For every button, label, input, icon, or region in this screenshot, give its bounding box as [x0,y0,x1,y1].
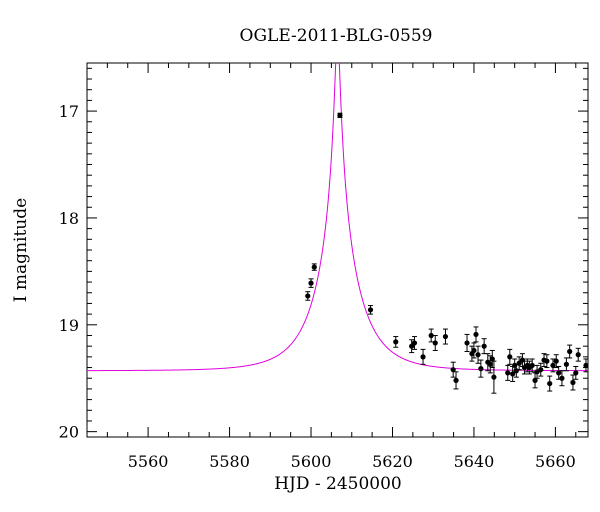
data-point [393,339,399,345]
data-point-group [428,328,434,343]
data-point-group [475,345,481,364]
data-point-group [420,348,426,365]
data-point-group [481,338,487,355]
data-point-group [442,328,449,345]
data-point [583,362,589,369]
data-point-group [308,278,314,288]
data-point-group [563,357,570,372]
data-point [311,264,317,270]
data-point [544,358,550,364]
data-point-group [538,362,544,377]
y-tick-label: 20 [59,423,79,442]
data-point [507,354,513,360]
data-point-group [550,358,556,373]
data-point [428,332,434,339]
x-tick-label: 5640 [454,452,495,471]
data-point [453,377,459,383]
data-point-group [305,291,311,301]
data-point [305,293,311,299]
x-tick-label: 5580 [209,452,250,471]
data-point-group [505,364,511,381]
model-curve [87,63,588,372]
data-point [570,379,576,386]
data-point [471,347,477,354]
data-point-group [453,371,459,390]
data-point [559,375,565,381]
x-axis-label: HJD - 2450000 [274,474,402,494]
data-point [478,366,484,372]
y-axis-label: I magnitude [11,198,31,302]
data-point [550,362,556,369]
data-point [505,370,511,376]
data-point [491,374,497,380]
model-curve-group [87,63,588,372]
data-point [529,362,535,369]
data-point-group [432,334,438,351]
data-point-group [567,344,573,359]
data-point [308,280,314,286]
data-point-group [411,336,418,350]
data-point [547,380,553,387]
data-point [563,361,570,367]
data-point [367,307,374,313]
data-point-group [450,361,456,378]
data-point-group [393,336,399,348]
data-point-group [337,112,343,118]
data-point [481,343,487,349]
data-point [487,361,493,367]
x-tick-label: 5600 [291,452,332,471]
data-point [553,358,559,364]
data-point-group [471,342,477,359]
data-point-group [516,356,522,371]
data-point [489,356,495,362]
data-point-group [544,354,550,369]
data-point-group [529,358,535,373]
data-point [575,352,581,358]
data-point-group [575,347,581,362]
data-point-group [510,365,516,382]
data-point-group [367,305,374,315]
data-point [337,112,343,118]
x-tick-label: 5560 [128,452,169,471]
data-point [432,340,438,346]
data-point-group [570,374,576,391]
data-point-group [583,358,589,373]
axis-ticks: 5560 5580 5600 5620 5640 5660 17 18 19 20 [59,63,588,471]
data-point-group [478,359,484,378]
data-point-group [311,263,317,271]
chart-title: OGLE-2011-BLG-0559 [240,26,433,46]
data-points-group [305,112,589,394]
data-point-group [473,326,479,343]
data-point [473,331,479,338]
data-point-group [559,370,565,387]
data-point-group [573,365,579,380]
y-tick-label: 19 [59,316,79,335]
data-point [567,348,573,355]
data-point [450,367,456,373]
data-point [411,340,418,346]
data-point [532,377,538,383]
data-point-group [553,354,559,369]
data-point [442,333,449,340]
data-point [538,367,544,373]
data-point [510,371,516,377]
data-point-group [547,375,553,392]
data-point-group [464,333,470,353]
data-point [556,370,562,376]
y-tick-label: 18 [59,209,79,228]
data-point [573,370,579,376]
x-tick-label: 5660 [535,452,576,471]
data-point [420,354,426,360]
x-tick-label: 5620 [372,452,413,471]
data-point [475,352,481,358]
data-point-group [491,360,497,394]
data-point-group [507,348,513,365]
data-point [513,368,519,374]
y-tick-label: 17 [59,102,79,121]
data-point [464,340,470,346]
data-point [516,360,522,366]
